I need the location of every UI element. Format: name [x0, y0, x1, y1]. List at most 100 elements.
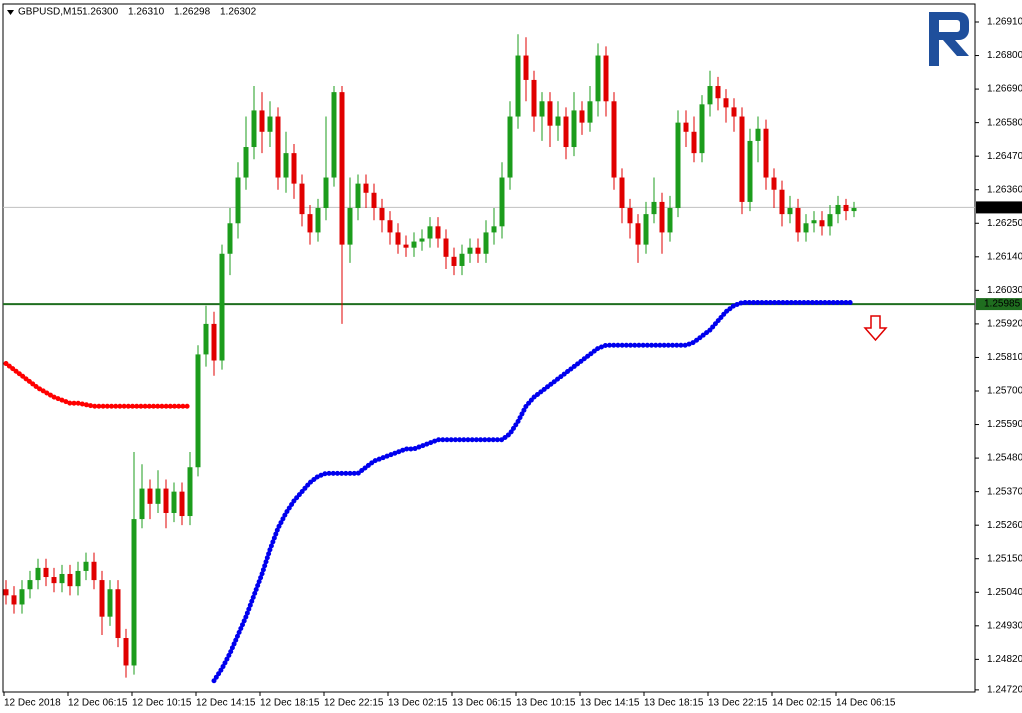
plot-frame: [2, 3, 976, 693]
candle-body: [275, 116, 281, 178]
x-tick-label: 12 Dec 10:15: [132, 698, 192, 709]
menu-triangle: [7, 10, 14, 15]
x-tick-label: 13 Dec 02:15: [388, 698, 448, 709]
candle-body: [523, 55, 529, 80]
sell-arrow: [863, 315, 888, 342]
logo: [929, 12, 969, 66]
candle-body: [435, 226, 441, 239]
candle-body: [763, 128, 769, 178]
candle-body: [755, 128, 761, 141]
candle-body: [43, 567, 49, 578]
x-tick-label: 12 Dec 18:15: [260, 698, 320, 709]
y-tick-label: 1.25810: [987, 352, 1022, 363]
y-tick-label: 1.25920: [987, 319, 1022, 330]
x-tick-label: 13 Dec 06:15: [452, 698, 512, 709]
candle-body: [299, 183, 305, 215]
y-tick-label: 1.24820: [987, 654, 1022, 665]
y-tick-label: 1.26250: [987, 218, 1022, 229]
candle-body: [611, 101, 617, 178]
y-tick-label: 1.25370: [987, 486, 1022, 497]
candle-body: [219, 253, 225, 361]
x-tick-label: 12 Dec 22:15: [324, 698, 384, 709]
candle-body: [123, 638, 129, 666]
candle-body: [507, 116, 513, 178]
candle-body: [91, 561, 97, 581]
x-tick-label: 13 Dec 10:15: [516, 698, 576, 709]
price-label-box: [976, 201, 1022, 214]
price-label: 1.25985: [984, 299, 1021, 310]
candle-body: [243, 147, 249, 178]
candle-body: [115, 589, 121, 639]
candle-body: [443, 238, 449, 257]
candle-body: [531, 79, 537, 117]
candle-body: [515, 55, 521, 117]
quote-value: 1.26310: [128, 7, 165, 18]
y-tick-label: 1.25480: [987, 453, 1022, 464]
x-tick-label: 12 Dec 06:15: [68, 698, 128, 709]
candle-body: [547, 101, 553, 126]
candle-body: [667, 208, 673, 233]
x-tick-label: 13 Dec 14:15: [580, 698, 640, 709]
candle-body: [251, 110, 257, 148]
quote-value: 1.26298: [174, 7, 211, 18]
quote-value: 1.26300: [82, 7, 119, 18]
candle-body: [187, 467, 193, 517]
logo-mark: [929, 12, 969, 66]
candle-body: [539, 101, 545, 117]
candle-body: [555, 116, 561, 126]
candle-body: [475, 247, 481, 254]
candle-body: [179, 491, 185, 517]
y-tick-label: 1.24930: [987, 620, 1022, 631]
candle-body: [139, 488, 145, 520]
candle-body: [571, 110, 577, 148]
price-label: 1.26302: [984, 202, 1021, 213]
candle-body: [787, 208, 793, 215]
candle-body: [51, 577, 57, 584]
candle-body: [827, 214, 833, 227]
candle-body: [163, 488, 169, 513]
candle-body: [195, 354, 201, 468]
candle-body: [643, 214, 649, 245]
candle-body: [403, 244, 409, 248]
x-tick-label: 12 Dec 2018: [4, 698, 61, 709]
candle-body: [371, 192, 377, 209]
candle-body: [619, 177, 625, 209]
candle-body: [107, 589, 113, 617]
candle-body: [451, 256, 457, 266]
candle-body: [339, 92, 345, 245]
candle-body: [467, 247, 473, 254]
candle-body: [411, 241, 417, 248]
candle-body: [323, 177, 329, 209]
candle-body: [419, 238, 425, 242]
candle-body: [427, 226, 433, 239]
candle-body: [379, 208, 385, 221]
candle-body: [147, 488, 153, 504]
candle-body: [363, 183, 369, 193]
candles: [3, 34, 857, 678]
candle-body: [595, 55, 601, 102]
candle-body: [99, 580, 105, 617]
candle-body: [483, 232, 489, 254]
x-tick-label: 13 Dec 18:15: [644, 698, 704, 709]
candle-body: [699, 104, 705, 154]
candle-body: [491, 226, 497, 233]
candle-body: [603, 55, 609, 102]
candle-body: [11, 595, 17, 605]
candle-body: [331, 92, 337, 178]
candle-body: [459, 253, 465, 266]
candle-body: [267, 116, 273, 132]
x-tick-label: 14 Dec 02:15: [772, 698, 832, 709]
candle-body: [67, 573, 73, 587]
y-tick-label: 1.25590: [987, 419, 1022, 430]
candle-body: [347, 208, 353, 245]
candle-body: [635, 223, 641, 245]
candle-body: [27, 580, 33, 590]
candle-body: [675, 122, 681, 209]
candle-body: [171, 491, 177, 513]
candle-body: [291, 153, 297, 184]
candle-body: [155, 488, 161, 504]
candle-body: [731, 107, 737, 117]
candle-body: [283, 153, 289, 178]
